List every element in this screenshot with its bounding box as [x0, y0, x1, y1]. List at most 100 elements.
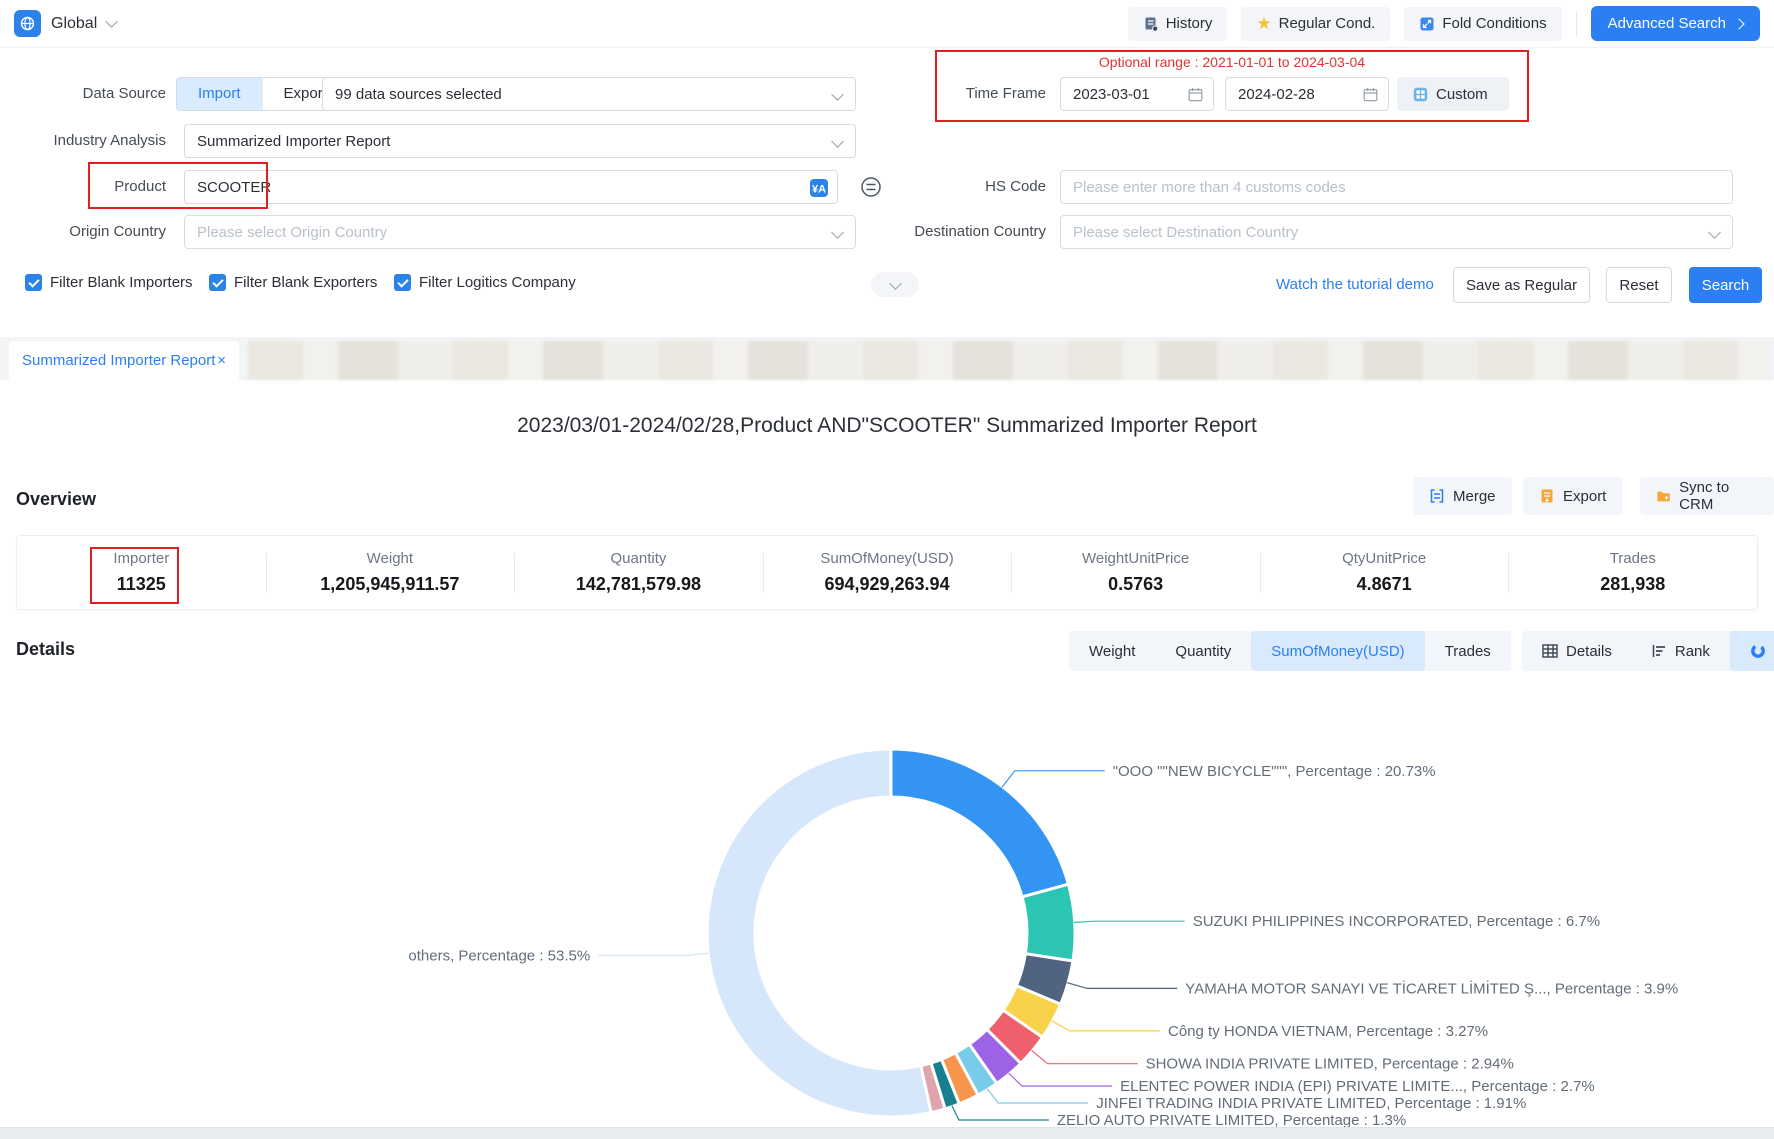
regular-cond-button[interactable]: ★ Regular Cond.	[1241, 7, 1390, 41]
slice-label: ELENTEC POWER INDIA (EPI) PRIVATE LIMITE…	[1120, 1078, 1595, 1095]
origin-country-select[interactable]: Please select Origin Country	[184, 215, 856, 249]
trade-data-app: Global History ★ Regular Cond. Fold Cond…	[0, 0, 1774, 1139]
slice-label: "OOO ""NEW BICYCLE""", Percentage : 20.7…	[1113, 763, 1436, 780]
chevron-down-icon	[831, 88, 844, 101]
filter-blank-exporters-checkbox[interactable]: Filter Blank Exporters	[209, 274, 377, 291]
report-title: 2023/03/01-2024/02/28,Product AND"SCOOTE…	[0, 414, 1774, 438]
stat-trades: Trades281,938	[1508, 536, 1757, 609]
slice-label: SHOWA INDIA PRIVATE LIMITED, Percentage …	[1146, 1056, 1514, 1073]
date-end-field[interactable]	[1225, 77, 1389, 111]
label-leader-line	[1067, 983, 1177, 989]
label-leader-line	[1002, 771, 1105, 788]
stat-qty-unit-price: QtyUnitPrice4.8671	[1260, 536, 1509, 609]
donut-slice[interactable]	[1022, 884, 1075, 961]
rank-icon	[1652, 644, 1667, 658]
search-button[interactable]: Search	[1689, 267, 1762, 303]
chevron-right-icon	[1733, 18, 1744, 29]
view-tab-rank[interactable]: Rank	[1632, 631, 1730, 671]
sync-to-crm-button[interactable]: Sync to CRM	[1640, 477, 1774, 515]
stat-importer: Importer11325	[17, 536, 266, 609]
checkbox-checked-icon	[25, 274, 42, 291]
slice-label: SUZUKI PHILIPPINES INCORPORATED, Percent…	[1193, 913, 1600, 930]
view-tab-ratio[interactable]: Ratio	[1730, 631, 1774, 671]
advanced-search-label: Advanced Search	[1608, 15, 1726, 32]
checkbox-checked-icon	[394, 274, 411, 291]
hs-code-field[interactable]	[1060, 170, 1733, 204]
origin-country-label: Origin Country	[0, 215, 166, 249]
export-button[interactable]: Export	[1523, 477, 1622, 515]
view-tab-details[interactable]: Details	[1522, 631, 1632, 671]
label-leader-line	[987, 1089, 1088, 1103]
advanced-search-button[interactable]: Advanced Search	[1591, 6, 1760, 41]
sync-to-crm-label: Sync to CRM	[1679, 479, 1758, 513]
view-tabs: Details Rank Ratio	[1522, 631, 1774, 671]
metric-tab-weight[interactable]: Weight	[1069, 631, 1155, 671]
tab-strip: Summarized Importer Report ×	[0, 337, 1774, 380]
tab-summarized-importer-report[interactable]: Summarized Importer Report ×	[9, 341, 239, 380]
data-sources-select[interactable]: 99 data sources selected	[322, 77, 856, 111]
tab-label: Summarized Importer Report	[22, 352, 215, 369]
metric-tabs: Weight Quantity SumOfMoney(USD) Trades	[1069, 631, 1511, 671]
metric-tab-trades[interactable]: Trades	[1425, 631, 1511, 671]
synonym-expand-icon[interactable]	[860, 176, 882, 198]
regular-cond-label: Regular Cond.	[1279, 15, 1376, 32]
custom-label: Custom	[1436, 86, 1488, 103]
save-as-regular-button[interactable]: Save as Regular	[1453, 267, 1590, 303]
fold-conditions-button[interactable]: Fold Conditions	[1404, 7, 1561, 41]
chevron-down-icon	[831, 135, 844, 148]
merge-icon	[1429, 488, 1445, 504]
history-button[interactable]: History	[1128, 7, 1228, 41]
hs-code-input[interactable]	[1061, 179, 1732, 196]
industry-analysis-label: Industry Analysis	[0, 124, 166, 158]
svg-text:¥A: ¥A	[812, 184, 826, 196]
custom-range-button[interactable]: Custom	[1397, 77, 1509, 111]
reset-button[interactable]: Reset	[1606, 267, 1672, 303]
slice-label: Công ty HONDA VIETNAM, Percentage : 3.27…	[1168, 1023, 1488, 1040]
expand-conditions-button[interactable]	[871, 272, 919, 297]
filter-logitics-company-checkbox[interactable]: Filter Logitics Company	[394, 274, 576, 291]
calendar-icon	[1188, 87, 1203, 102]
product-input[interactable]	[185, 179, 837, 196]
product-field[interactable]: ¥A	[184, 170, 838, 204]
metric-tab-quantity[interactable]: Quantity	[1155, 631, 1251, 671]
label-leader-line	[598, 953, 709, 955]
destination-country-placeholder: Please select Destination Country	[1061, 224, 1298, 241]
industry-analysis-select[interactable]: Summarized Importer Report	[184, 124, 856, 158]
region-label: Global	[51, 15, 97, 33]
slice-label: others, Percentage : 53.5%	[408, 947, 590, 964]
chevron-down-icon	[831, 226, 844, 239]
product-label: Product	[0, 170, 166, 204]
table-icon	[1542, 644, 1558, 658]
star-icon: ★	[1256, 15, 1271, 32]
close-icon[interactable]: ×	[217, 353, 226, 368]
origin-country-placeholder: Please select Origin Country	[185, 224, 387, 241]
merge-label: Merge	[1453, 488, 1496, 505]
filter-blank-importers-checkbox[interactable]: Filter Blank Importers	[25, 274, 193, 291]
data-source-label: Data Source	[0, 77, 166, 111]
import-tab[interactable]: Import	[177, 78, 262, 110]
destination-country-select[interactable]: Please select Destination Country	[1060, 215, 1733, 249]
date-start-field[interactable]	[1060, 77, 1214, 111]
stat-weight: Weight1,205,945,911.57	[266, 536, 515, 609]
stat-quantity: Quantity142,781,579.98	[514, 536, 763, 609]
stat-weight-unit-price: WeightUnitPrice0.5763	[1011, 536, 1260, 609]
hs-code-label: HS Code	[900, 170, 1046, 204]
chevron-down-icon	[889, 277, 902, 290]
donut-slice[interactable]	[707, 749, 931, 1117]
metric-tab-sum-of-money[interactable]: SumOfMoney(USD)	[1251, 631, 1424, 671]
bottom-strip	[0, 1127, 1774, 1139]
tutorial-link[interactable]: Watch the tutorial demo	[1276, 276, 1434, 293]
label-leader-line	[1009, 1073, 1113, 1086]
translate-icon[interactable]: ¥A	[809, 178, 829, 198]
chevron-down-icon	[1708, 226, 1721, 239]
data-sources-value: 99 data sources selected	[323, 86, 502, 103]
fold-icon	[1419, 16, 1435, 32]
export-label: Export	[1563, 488, 1606, 505]
region-selector[interactable]: Global	[14, 10, 116, 37]
export-doc-icon	[1539, 488, 1555, 504]
donut-slice[interactable]	[891, 749, 1068, 897]
label-leader-line	[1074, 921, 1185, 922]
merge-button[interactable]: Merge	[1413, 477, 1512, 515]
overview-heading: Overview	[16, 489, 96, 510]
label-leader-line	[1032, 1050, 1138, 1063]
